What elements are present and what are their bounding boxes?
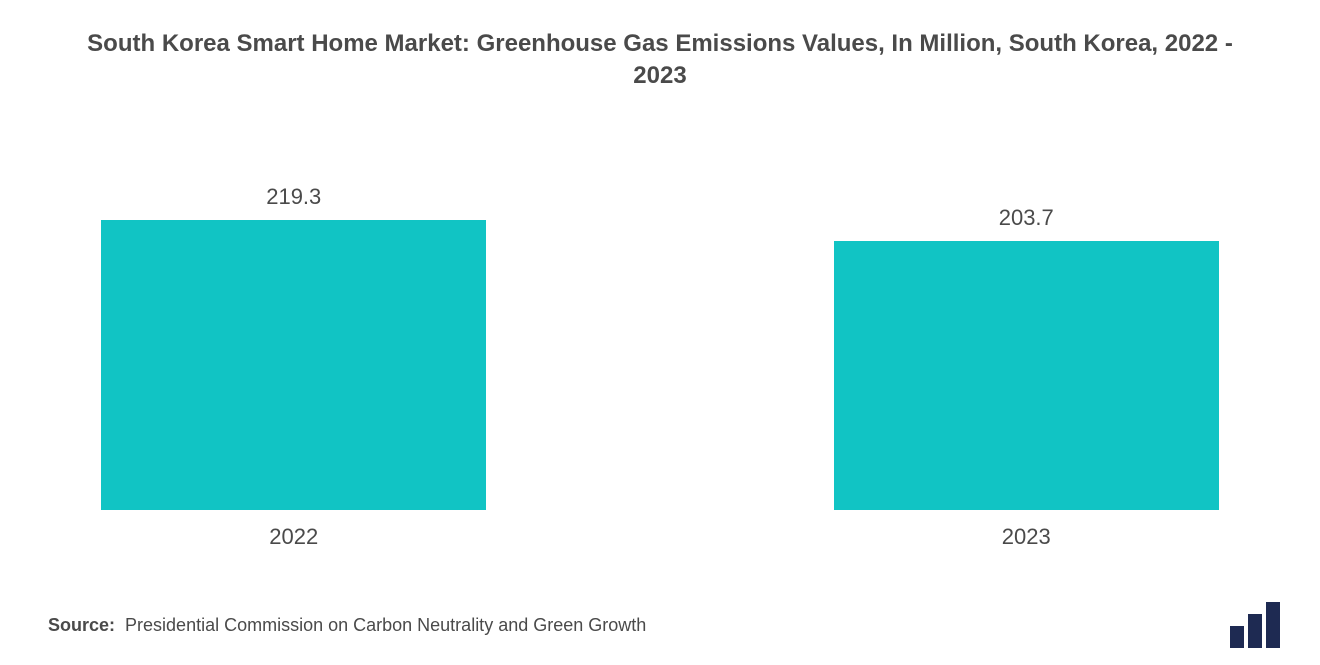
bar-category-0: 2022 [269, 524, 318, 550]
chart-title: South Korea Smart Home Market: Greenhous… [0, 0, 1320, 93]
logo-bar-3 [1266, 602, 1280, 648]
chart-area: 219.3 2022 203.7 2023 [0, 130, 1320, 550]
source-text: Presidential Commission on Carbon Neutra… [125, 615, 646, 636]
bar-value-0: 219.3 [266, 184, 321, 210]
bar-group-0: 219.3 2022 [101, 130, 486, 550]
footer: Source: Presidential Commission on Carbo… [0, 585, 1320, 665]
source-line: Source: Presidential Commission on Carbo… [48, 615, 646, 636]
brand-logo-icon [1230, 602, 1280, 648]
bar-category-1: 2023 [1002, 524, 1051, 550]
logo-bar-2 [1248, 614, 1262, 648]
source-label: Source: [48, 615, 115, 636]
bar-group-1: 203.7 2023 [834, 130, 1219, 550]
bars-wrap: 219.3 2022 203.7 2023 [60, 130, 1260, 550]
bar-1 [834, 241, 1219, 510]
logo-bar-1 [1230, 626, 1244, 648]
bar-0 [101, 220, 486, 510]
bar-value-1: 203.7 [999, 205, 1054, 231]
